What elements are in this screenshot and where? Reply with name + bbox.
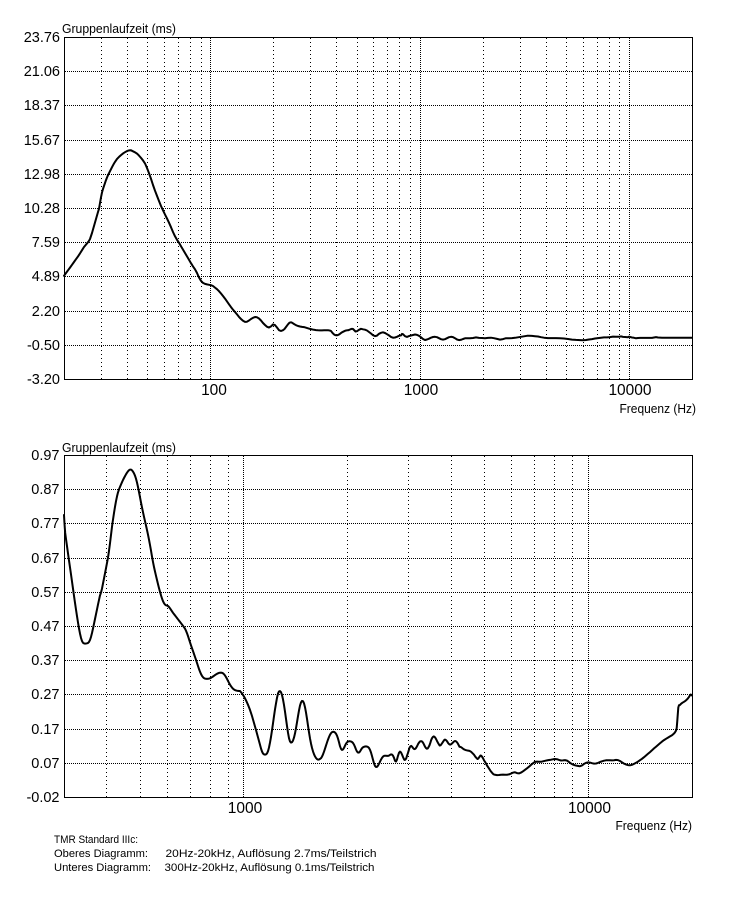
- svg-text:Unteres Diagramm:: Unteres Diagramm:: [54, 862, 151, 874]
- svg-text:-3.20: -3.20: [27, 372, 60, 388]
- svg-text:15.67: 15.67: [24, 133, 60, 149]
- svg-text:100: 100: [201, 382, 227, 399]
- svg-text:-0.02: -0.02: [26, 790, 59, 806]
- svg-text:23.76: 23.76: [24, 30, 60, 46]
- svg-text:7.59: 7.59: [32, 235, 60, 251]
- svg-text:21.06: 21.06: [24, 64, 60, 80]
- svg-text:0.37: 0.37: [31, 653, 59, 669]
- svg-text:300Hz-20kHz, Auflösung 0.1ms/T: 300Hz-20kHz, Auflösung 0.1ms/Teilstrich: [165, 862, 375, 874]
- svg-text:Oberes Diagramm:: Oberes Diagramm:: [54, 848, 148, 860]
- svg-text:0.07: 0.07: [31, 756, 59, 772]
- svg-text:Frequenz (Hz): Frequenz (Hz): [616, 818, 693, 833]
- svg-text:0.67: 0.67: [31, 551, 59, 567]
- svg-text:12.98: 12.98: [24, 167, 60, 183]
- svg-text:10000: 10000: [608, 382, 651, 399]
- svg-text:0.77: 0.77: [31, 516, 59, 532]
- svg-text:Gruppenlaufzeit (ms): Gruppenlaufzeit (ms): [62, 440, 176, 455]
- svg-text:0.57: 0.57: [31, 585, 59, 601]
- svg-text:4.89: 4.89: [32, 269, 60, 285]
- svg-text:20Hz-20kHz, Auflösung 2.7ms/Te: 20Hz-20kHz, Auflösung 2.7ms/Teilstrich: [166, 848, 377, 860]
- svg-text:-0.50: -0.50: [27, 338, 60, 354]
- svg-text:Gruppenlaufzeit (ms): Gruppenlaufzeit (ms): [62, 21, 176, 36]
- svg-text:10.28: 10.28: [24, 201, 60, 217]
- svg-text:18.37: 18.37: [24, 98, 60, 114]
- svg-text:1000: 1000: [404, 382, 439, 399]
- svg-text:0.17: 0.17: [31, 722, 59, 738]
- svg-text:2.20: 2.20: [32, 304, 60, 320]
- svg-text:0.87: 0.87: [31, 482, 59, 498]
- svg-text:0.97: 0.97: [31, 448, 59, 464]
- svg-text:0.47: 0.47: [31, 619, 59, 635]
- svg-text:10000: 10000: [568, 800, 611, 817]
- svg-text:TMR Standard IIIc:: TMR Standard IIIc:: [54, 834, 138, 846]
- svg-text:1000: 1000: [228, 800, 263, 817]
- svg-text:0.27: 0.27: [31, 687, 59, 703]
- svg-text:Frequenz (Hz): Frequenz (Hz): [620, 401, 697, 416]
